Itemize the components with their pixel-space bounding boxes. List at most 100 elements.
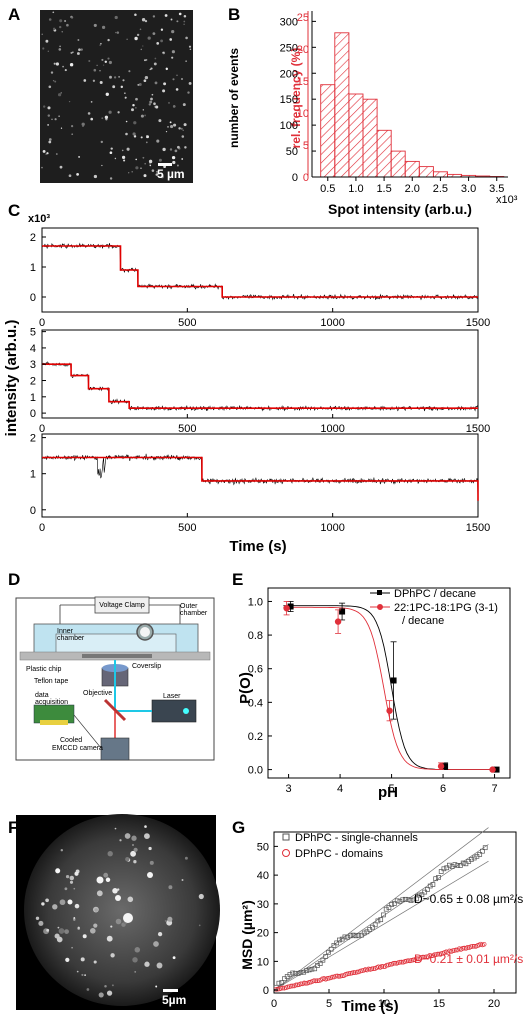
- g-point-s2: [293, 982, 299, 988]
- g-point-s1: [312, 966, 318, 972]
- e-point-s1: [442, 763, 449, 770]
- spot: [109, 151, 113, 155]
- g-point-s1: [375, 918, 381, 924]
- spot: [81, 122, 85, 126]
- g-point-s1: [416, 892, 422, 898]
- g-ytick-label: 50: [257, 841, 269, 853]
- g-point-s2: [290, 983, 296, 989]
- g-frame: [273, 831, 517, 994]
- spot: [182, 103, 186, 107]
- domain-spot: [84, 974, 86, 976]
- domain-spot: [198, 924, 201, 927]
- c-ytick-label: 0: [30, 292, 36, 304]
- g-point-s1: [433, 876, 439, 882]
- spot: [59, 25, 62, 29]
- spot: [125, 120, 128, 123]
- spot: [55, 62, 59, 66]
- c-ytick-label: 3: [30, 359, 36, 371]
- spot: [123, 159, 126, 162]
- b-xtick-label: 0.5: [320, 183, 335, 195]
- spot: [118, 76, 120, 78]
- spot: [169, 38, 173, 41]
- spot: [147, 36, 151, 40]
- c-ytick-label: 2: [30, 376, 36, 388]
- g-point-s1: [477, 852, 483, 857]
- g-legend: DPhPC - single-channels DPhPC - domains: [282, 832, 418, 860]
- d-data-acquisition: data acquisition: [35, 692, 68, 706]
- spot: [47, 106, 51, 110]
- spot: [169, 121, 172, 124]
- g-point-s1: [342, 934, 348, 940]
- c-ytick-label: 2: [30, 232, 36, 244]
- spot: [93, 174, 98, 179]
- spot: [145, 58, 148, 61]
- spot: [101, 25, 106, 30]
- g-point-s1: [403, 896, 408, 902]
- g-point-s1: [397, 898, 403, 904]
- b-xtick-label: 3.5: [489, 183, 504, 195]
- g-point-s1: [326, 949, 331, 955]
- spot: [143, 79, 147, 83]
- intensity-trace: [41, 361, 479, 412]
- domain-spot: [90, 928, 96, 934]
- spot: [183, 23, 185, 25]
- spot: [153, 102, 156, 105]
- g-point-s2: [399, 959, 404, 965]
- g-point-s1: [392, 901, 397, 906]
- c-ytick-label: 5: [30, 327, 36, 339]
- g-point-s2: [387, 962, 393, 967]
- domain-spot: [153, 941, 159, 947]
- domain-spot: [115, 918, 122, 925]
- domain-spot: [117, 888, 120, 891]
- g-point-s1: [463, 861, 469, 867]
- domain-spot: [133, 860, 137, 864]
- bright-domain: [123, 913, 133, 923]
- spot: [112, 85, 116, 89]
- spot: [71, 133, 74, 136]
- spot: [60, 127, 63, 129]
- c-ytick-label: 0: [30, 505, 36, 517]
- spot: [171, 50, 175, 54]
- panel-label-d: D: [8, 570, 20, 589]
- spot: [132, 132, 136, 136]
- g-point-s1: [331, 943, 337, 948]
- spot: [156, 139, 160, 143]
- b-ytick-right-label: 10: [297, 108, 309, 120]
- b-ytick-right-label: 20: [297, 44, 309, 56]
- g-point-s1: [438, 869, 444, 874]
- spot: [133, 135, 137, 138]
- e-ytick-label: 0.0: [248, 765, 263, 777]
- domain-spot: [132, 844, 134, 846]
- spot: [59, 19, 63, 23]
- c-ytick-label: 0: [30, 408, 36, 420]
- spot: [185, 60, 187, 62]
- domain-spot: [106, 935, 113, 942]
- spot: [117, 111, 120, 114]
- g-anno-black: D~0.65 ± 0.08 µm²/s: [414, 892, 523, 906]
- spot: [69, 63, 74, 67]
- g-point-s1: [460, 860, 466, 866]
- domain-spot: [157, 931, 163, 937]
- spot: [99, 81, 103, 84]
- b-xtick-label: 1.5: [376, 183, 391, 195]
- g-point-s1: [361, 930, 367, 936]
- g-point-s1: [348, 933, 353, 939]
- g-point-s2: [384, 962, 390, 968]
- spot: [76, 52, 80, 55]
- spot: [160, 39, 164, 43]
- spot: [55, 153, 58, 155]
- spot: [50, 71, 54, 74]
- spot: [109, 75, 112, 79]
- spot: [153, 62, 157, 66]
- spot: [158, 158, 162, 162]
- domain-spot: [93, 923, 98, 928]
- domain-spot: [181, 879, 184, 881]
- g-point-s2: [481, 941, 487, 947]
- e-frame: [267, 587, 511, 779]
- domain-spot: [45, 898, 49, 903]
- spot: [135, 166, 139, 170]
- e-legend: DPhPC / decane 22:1PC-18:1PG (3-1) / dec…: [370, 588, 498, 627]
- spot: [48, 138, 52, 141]
- g-point-s2: [471, 943, 477, 949]
